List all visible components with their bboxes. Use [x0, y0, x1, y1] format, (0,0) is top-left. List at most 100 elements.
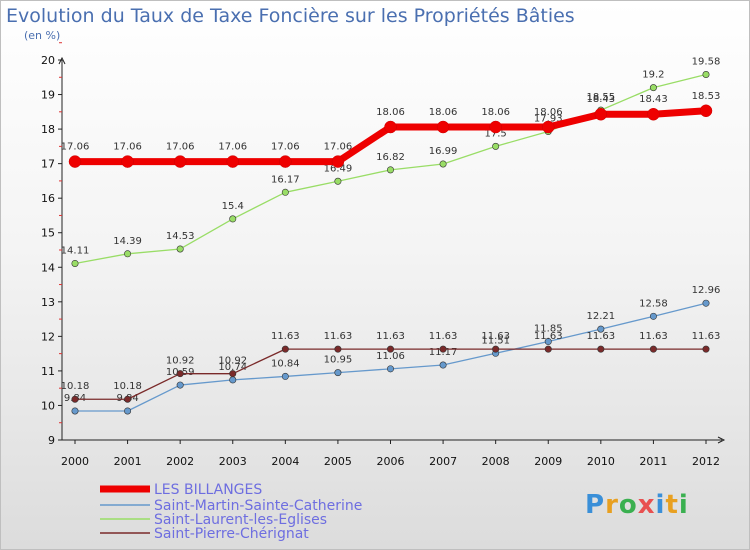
data-label: 16.17 [271, 174, 300, 185]
legend-label: LES BILLANGES [154, 482, 262, 498]
data-label: 10.18 [113, 381, 142, 392]
data-point [544, 345, 552, 353]
x-tick-label: 2006 [377, 455, 405, 468]
data-label: 16.99 [429, 146, 458, 157]
data-point [594, 107, 608, 121]
data-point [334, 345, 342, 353]
x-tick-label: 2002 [166, 455, 194, 468]
data-label: 18.06 [534, 107, 563, 118]
data-label: 17.06 [166, 142, 195, 153]
data-point [68, 155, 82, 168]
data-label: 10.84 [271, 358, 300, 369]
data-point [597, 345, 605, 353]
data-point [542, 120, 555, 134]
logo-letter: i [678, 490, 689, 520]
data-point [386, 365, 394, 373]
x-tick-label: 2009 [534, 455, 562, 468]
y-tick-label: 16 [41, 192, 55, 205]
legend: LES BILLANGESSaint-Martin-Sainte-Catheri… [100, 482, 362, 542]
data-label: 18.53 [692, 91, 721, 102]
data-label: 11.63 [376, 331, 405, 342]
data-point [121, 155, 134, 168]
data-label: 11.06 [376, 351, 405, 362]
data-point [492, 142, 500, 150]
data-label: 11.63 [481, 331, 510, 342]
data-point [176, 370, 184, 378]
y-tick-label: 20 [41, 54, 55, 67]
x-tick-label: 2011 [639, 455, 667, 468]
data-point [702, 345, 710, 353]
legend-label: Saint-Martin-Sainte-Catherine [154, 498, 362, 514]
data-point [281, 372, 289, 380]
data-label: 11.51 [481, 335, 510, 346]
data-point [386, 345, 394, 353]
data-point [176, 245, 184, 253]
x-tick-label: 2005 [324, 455, 352, 468]
logo-letter: x [637, 490, 656, 520]
data-label: 10.92 [166, 356, 195, 367]
x-axis-arrow [717, 436, 726, 444]
data-point [649, 312, 657, 320]
data-point [649, 345, 657, 353]
x-tick-label: 2001 [114, 455, 142, 468]
data-point [489, 120, 502, 134]
data-point [492, 345, 500, 353]
series-0: 17.06 17.06 17.06 17.06 17.06 17.06 18.06 18.06… [61, 91, 721, 168]
proxiti-logo: Proxiti [585, 490, 689, 520]
data-point [176, 381, 184, 389]
data-point [124, 395, 132, 403]
data-label: 12.96 [692, 285, 721, 296]
data-point [702, 299, 710, 307]
data-label: 11.63 [271, 331, 300, 342]
x-tick-label: 2012 [692, 455, 720, 468]
logo-letter: i [655, 490, 666, 520]
data-label: 10.18 [61, 381, 90, 392]
data-label: 17.5 [485, 128, 507, 139]
data-point [71, 407, 79, 415]
x-tick-label: 2004 [271, 455, 299, 468]
data-label: 19.2 [642, 70, 664, 81]
y-tick-label: 14 [41, 261, 55, 274]
data-point [649, 84, 657, 92]
y-axis-unit: (en %) [24, 29, 60, 42]
x-tick-label: 2003 [219, 455, 247, 468]
y-axis-arrow [58, 56, 66, 65]
data-label: 18.06 [376, 107, 405, 118]
data-label: 11.63 [639, 331, 668, 342]
data-label: 17.06 [61, 142, 90, 153]
data-label: 16.82 [376, 152, 405, 163]
data-point [334, 177, 342, 185]
data-point [386, 166, 394, 174]
data-label: 16.49 [324, 163, 353, 174]
data-label: 11.85 [534, 324, 563, 335]
y-tick-label: 9 [48, 434, 55, 447]
data-point [439, 160, 447, 168]
data-point [544, 338, 552, 346]
data-point [281, 345, 289, 353]
legend-label: Saint-Pierre-Chérignat [154, 526, 309, 542]
y-tick-label: 15 [41, 227, 55, 240]
data-point [71, 259, 79, 267]
data-point [229, 215, 237, 223]
data-label: 17.06 [271, 142, 300, 153]
data-label: 11.63 [534, 331, 563, 342]
data-label: 17.93 [534, 114, 563, 125]
data-label: 12.58 [639, 298, 668, 309]
y-tick-label: 12 [41, 330, 55, 343]
logo-letter: P [585, 490, 606, 520]
x-tick-label: 2008 [482, 455, 510, 468]
data-label: 11.63 [587, 331, 616, 342]
data-label: 18.43 [587, 94, 616, 105]
data-point [597, 325, 605, 333]
data-label: 11.63 [324, 331, 353, 342]
y-tick-label: 17 [41, 158, 55, 171]
data-label: 18.55 [587, 92, 616, 103]
data-label: 17.06 [113, 142, 142, 153]
data-point [699, 104, 713, 118]
data-point [702, 71, 710, 79]
data-label: 14.53 [166, 231, 195, 242]
data-point [384, 120, 397, 134]
